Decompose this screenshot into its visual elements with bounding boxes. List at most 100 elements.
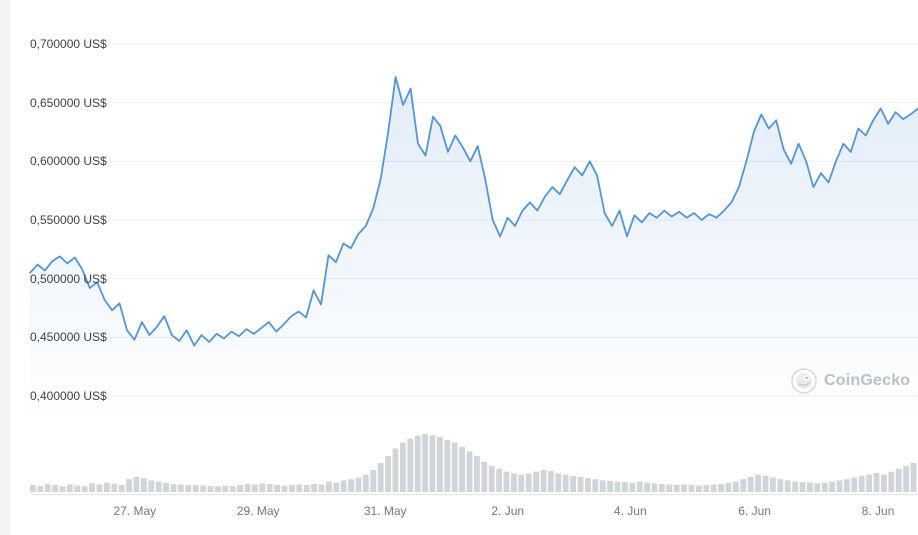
- volume-bar: [829, 481, 835, 492]
- volume-bar: [52, 485, 58, 492]
- volume-bar: [303, 485, 310, 492]
- volume-bar: [881, 474, 887, 492]
- volume-bar: [503, 471, 510, 492]
- volume-bar: [311, 483, 317, 492]
- volume-bar: [392, 448, 399, 492]
- x-axis-label: 2. Jun: [491, 504, 525, 518]
- volume-bar: [740, 479, 747, 492]
- volume-bar: [400, 442, 406, 492]
- volume-bar: [318, 484, 325, 492]
- volume-bar: [607, 481, 613, 492]
- volume-bar: [104, 482, 110, 492]
- volume-bar: [37, 486, 44, 492]
- volume-bar: [370, 470, 377, 492]
- volume-bar: [836, 480, 843, 492]
- volume-bar: [599, 480, 606, 492]
- volume-bar: [777, 479, 784, 492]
- volume-bar: [858, 475, 865, 492]
- y-axis-label: 0,550000 US$: [30, 213, 107, 227]
- volume-bar: [474, 456, 480, 492]
- volume-bar: [651, 483, 658, 492]
- volume-bar: [792, 481, 798, 492]
- volume-bar: [636, 481, 643, 492]
- volume-bar: [762, 475, 769, 492]
- y-axis-label: 0,600000 US$: [30, 154, 107, 169]
- volume-bar: [296, 484, 303, 492]
- volume-bar: [44, 483, 51, 492]
- volume-bar: [592, 479, 599, 492]
- volume-bar: [784, 480, 791, 492]
- volume-bar: [148, 480, 155, 492]
- volume-bar: [770, 477, 776, 492]
- volume-bar: [585, 478, 591, 492]
- volume-bar: [895, 468, 902, 492]
- volume-bar: [126, 479, 132, 492]
- coingecko-logo-icon: [791, 368, 817, 394]
- volume-bar: [755, 474, 761, 492]
- volume-bar: [348, 479, 354, 492]
- volume-bar: [118, 485, 125, 492]
- volume-bar: [67, 484, 73, 492]
- volume-bar: [570, 475, 576, 492]
- volume-bar: [215, 486, 221, 492]
- volume-bar: [207, 486, 214, 492]
- volume-bar: [518, 474, 525, 492]
- coingecko-watermark: CoinGecko: [791, 368, 910, 394]
- volume-bar: [488, 465, 495, 492]
- volume-bar: [377, 463, 384, 492]
- volume-bar: [178, 484, 184, 492]
- volume-bar: [821, 482, 828, 492]
- x-axis-label: 29. May: [236, 504, 280, 518]
- volume-bar: [259, 483, 266, 492]
- volume-bar: [496, 468, 502, 492]
- volume-bar: [718, 483, 724, 492]
- volume-bar: [747, 476, 754, 492]
- volume-bar: [407, 438, 414, 492]
- volume-bar: [237, 485, 243, 492]
- page-left-margin: [0, 0, 10, 535]
- volume-bar: [710, 484, 717, 492]
- volume-bar: [141, 478, 147, 492]
- volume-bar: [703, 485, 710, 492]
- volume-bar: [444, 439, 451, 492]
- volume-bar: [333, 482, 340, 492]
- volume-bar: [281, 485, 288, 492]
- x-axis-label: 27. May: [113, 504, 157, 518]
- volume-bar: [459, 446, 465, 492]
- volume-bar: [622, 482, 628, 492]
- volume-bar: [525, 473, 532, 492]
- volume-bar: [89, 483, 95, 492]
- volume-bar: [673, 485, 680, 492]
- x-axis-label: 8. Jun: [861, 504, 895, 518]
- volume-bar: [511, 473, 517, 492]
- volume-bar: [873, 472, 880, 492]
- volume-bar: [96, 484, 103, 492]
- volume-bar: [866, 474, 872, 492]
- volume-bar: [229, 486, 236, 492]
- y-axis-label: 0,650000 US$: [30, 95, 107, 110]
- volume-bar: [59, 486, 66, 492]
- volume-bar: [266, 483, 273, 492]
- x-axis-label: 4. Jun: [613, 504, 647, 518]
- volume-bar: [326, 481, 332, 492]
- volume-bar: [74, 485, 81, 492]
- volume-bar: [681, 484, 687, 492]
- volume-bar: [192, 485, 199, 492]
- volume-bar: [540, 470, 547, 492]
- volume-bar: [340, 480, 347, 492]
- volume-bar: [155, 481, 162, 492]
- volume-bar: [451, 442, 458, 492]
- volume-bar: [533, 471, 539, 492]
- volume-bar: [244, 483, 251, 492]
- volume-bar: [688, 485, 695, 492]
- volume-bar: [577, 476, 584, 492]
- volume-bar: [666, 484, 673, 492]
- volume-bar: [851, 477, 858, 492]
- volume-bar: [437, 436, 443, 492]
- volume-bar: [844, 479, 850, 492]
- volume-bar: [385, 456, 391, 492]
- volume-bar: [355, 477, 362, 492]
- volume-bar: [725, 482, 732, 492]
- volume-bar: [555, 473, 562, 492]
